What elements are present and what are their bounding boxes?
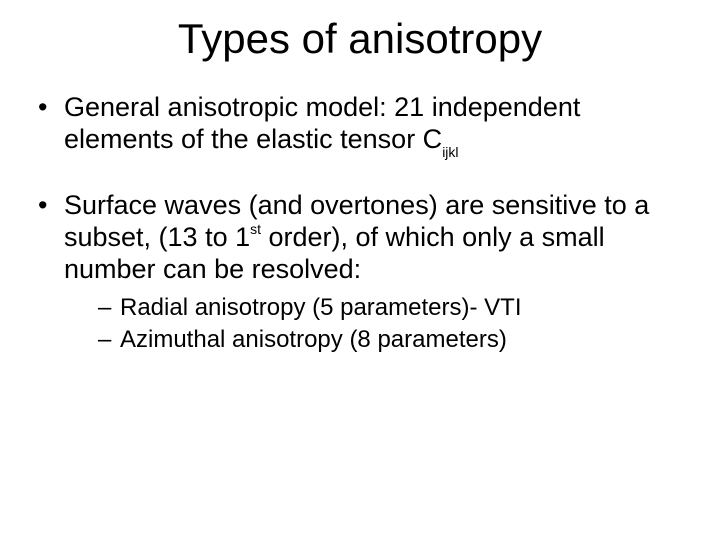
sub-bullet-list: Radial anisotropy (5 parameters)- VTI Az… <box>64 292 686 357</box>
slide-title: Types of anisotropy <box>34 16 686 62</box>
bullet-text-pre: General anisotropic model: 21 independen… <box>64 92 580 154</box>
bullet-item: General anisotropic model: 21 independen… <box>34 92 686 158</box>
slide: Types of anisotropy General anisotropic … <box>0 0 720 540</box>
bullet-list: General anisotropic model: 21 independen… <box>34 92 686 356</box>
subscript: ijkl <box>442 144 458 160</box>
sub-bullet-item: Azimuthal anisotropy (8 parameters) <box>64 324 686 356</box>
bullet-item: Surface waves (and overtones) are sensit… <box>34 190 686 356</box>
superscript: st <box>250 221 261 237</box>
sub-bullet-item: Radial anisotropy (5 parameters)- VTI <box>64 292 686 324</box>
